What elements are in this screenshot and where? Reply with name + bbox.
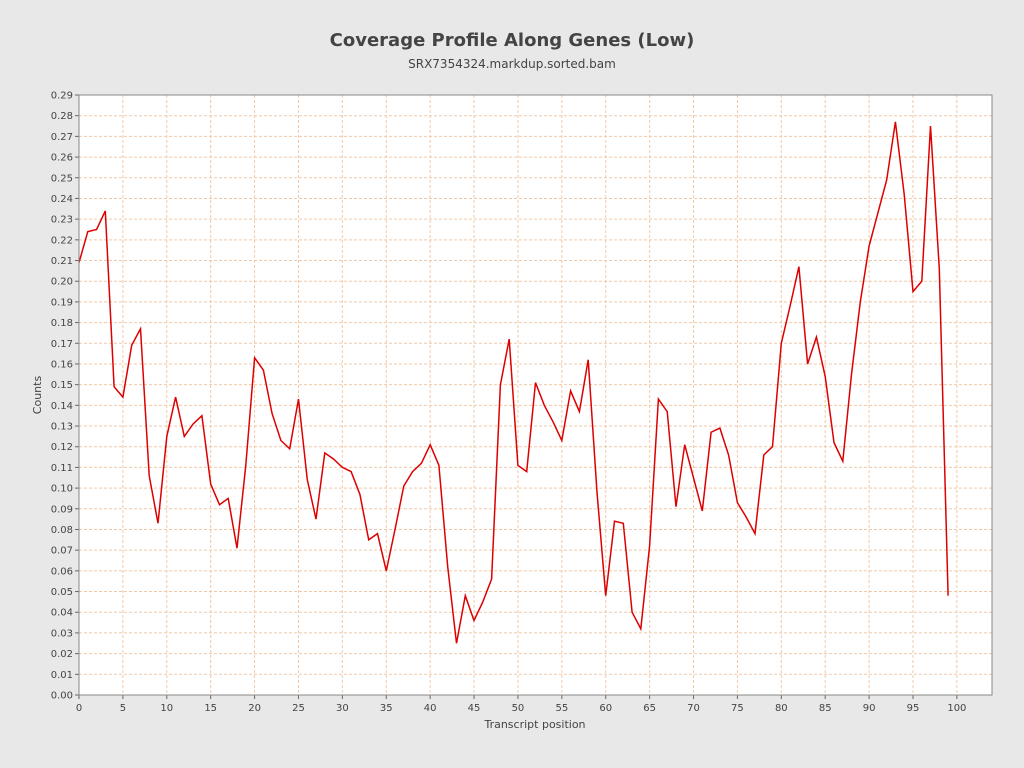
y-tick-label: 0.05 [51,587,73,598]
y-tick-label: 0.09 [51,504,73,515]
y-tick-label: 0.22 [51,235,73,246]
y-tick-label: 0.01 [51,670,73,681]
y-tick-label: 0.24 [51,194,73,205]
y-tick-label: 0.06 [51,566,73,577]
y-tick-label: 0.00 [51,691,73,702]
y-tick-label: 0.23 [51,215,73,226]
x-tick-label: 10 [160,703,173,714]
x-tick-label: 100 [947,703,966,714]
x-tick-label: 40 [424,703,437,714]
y-tick-label: 0.29 [51,91,73,102]
y-tick-label: 0.14 [51,401,73,412]
y-tick-label: 0.25 [51,173,73,184]
x-tick-label: 70 [687,703,700,714]
y-tick-label: 0.18 [51,318,73,329]
x-tick-label: 50 [512,703,525,714]
chart-subtitle: SRX7354324.markdup.sorted.bam [408,57,616,71]
x-tick-label: 5 [120,703,126,714]
plot-area [78,94,993,696]
y-tick-label: 0.11 [51,463,73,474]
series-line-coverage [78,121,949,644]
x-tick-label: 35 [380,703,393,714]
x-gridlines [78,95,958,695]
y-tick-label: 0.15 [51,380,73,391]
x-tick-label: 0 [76,703,82,714]
x-tick-label: 55 [555,703,568,714]
y-tick-label: 0.26 [51,153,73,164]
x-axis-ticks: 0 5 10 15 20 25 30 35 40 45 50 55 60 65 70 75 80 85 90 95 10… [76,695,966,714]
x-tick-label: 30 [336,703,349,714]
y-axis-title: Counts [31,376,44,415]
y-tick-label: 0.28 [51,111,73,122]
plot-area [78,94,993,696]
chart-title: Coverage Profile Along Genes (Low) [329,30,695,51]
x-tick-label: 90 [863,703,876,714]
y-tick-label: 0.02 [51,649,73,660]
x-tick-label: 75 [731,703,744,714]
y-tick-label: 0.17 [51,339,73,350]
y-tick-label: 0.08 [51,525,73,536]
y-tick-label: 0.04 [51,608,73,619]
x-tick-label: 85 [819,703,832,714]
y-tick-label: 0.13 [51,422,73,433]
y-tick-label: 0.27 [51,132,73,143]
x-tick-label: 15 [204,703,217,714]
x-tick-label: 25 [292,703,305,714]
x-tick-label: 20 [248,703,261,714]
x-tick-label: 95 [907,703,920,714]
x-tick-label: 45 [468,703,481,714]
x-axis-title: Transcript position [483,718,585,731]
y-tick-label: 0.16 [51,359,73,370]
y-tick-label: 0.12 [51,442,73,453]
x-tick-label: 60 [599,703,612,714]
y-tick-label: 0.03 [51,628,73,639]
x-tick-label: 80 [775,703,788,714]
y-tick-label: 0.10 [51,484,73,495]
y-axis-ticks: 0.00 0.01 0.02 0.03 0.04 0.05 0.06 0.07 0.08 0.09… [51,91,79,702]
y-tick-label: 0.20 [51,277,73,288]
y-tick-label: 0.19 [51,297,73,308]
x-tick-label: 65 [643,703,656,714]
y-tick-label: 0.07 [51,546,73,557]
y-tick-label: 0.21 [51,256,73,267]
